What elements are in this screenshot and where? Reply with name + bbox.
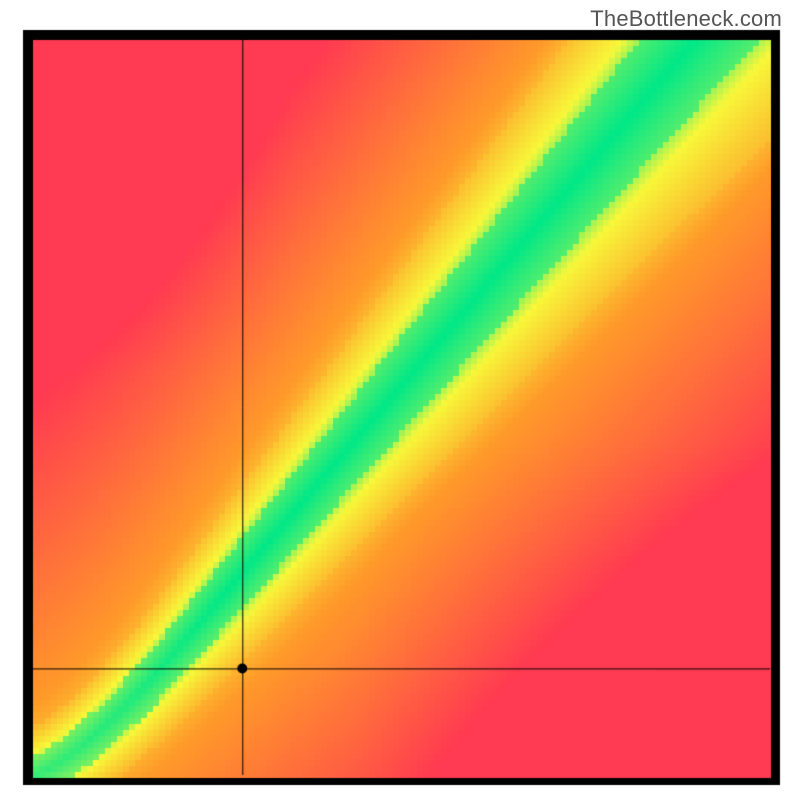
chart-container: TheBottleneck.com	[0, 0, 800, 800]
heatmap-canvas	[0, 0, 800, 800]
watermark-text: TheBottleneck.com	[590, 6, 782, 32]
